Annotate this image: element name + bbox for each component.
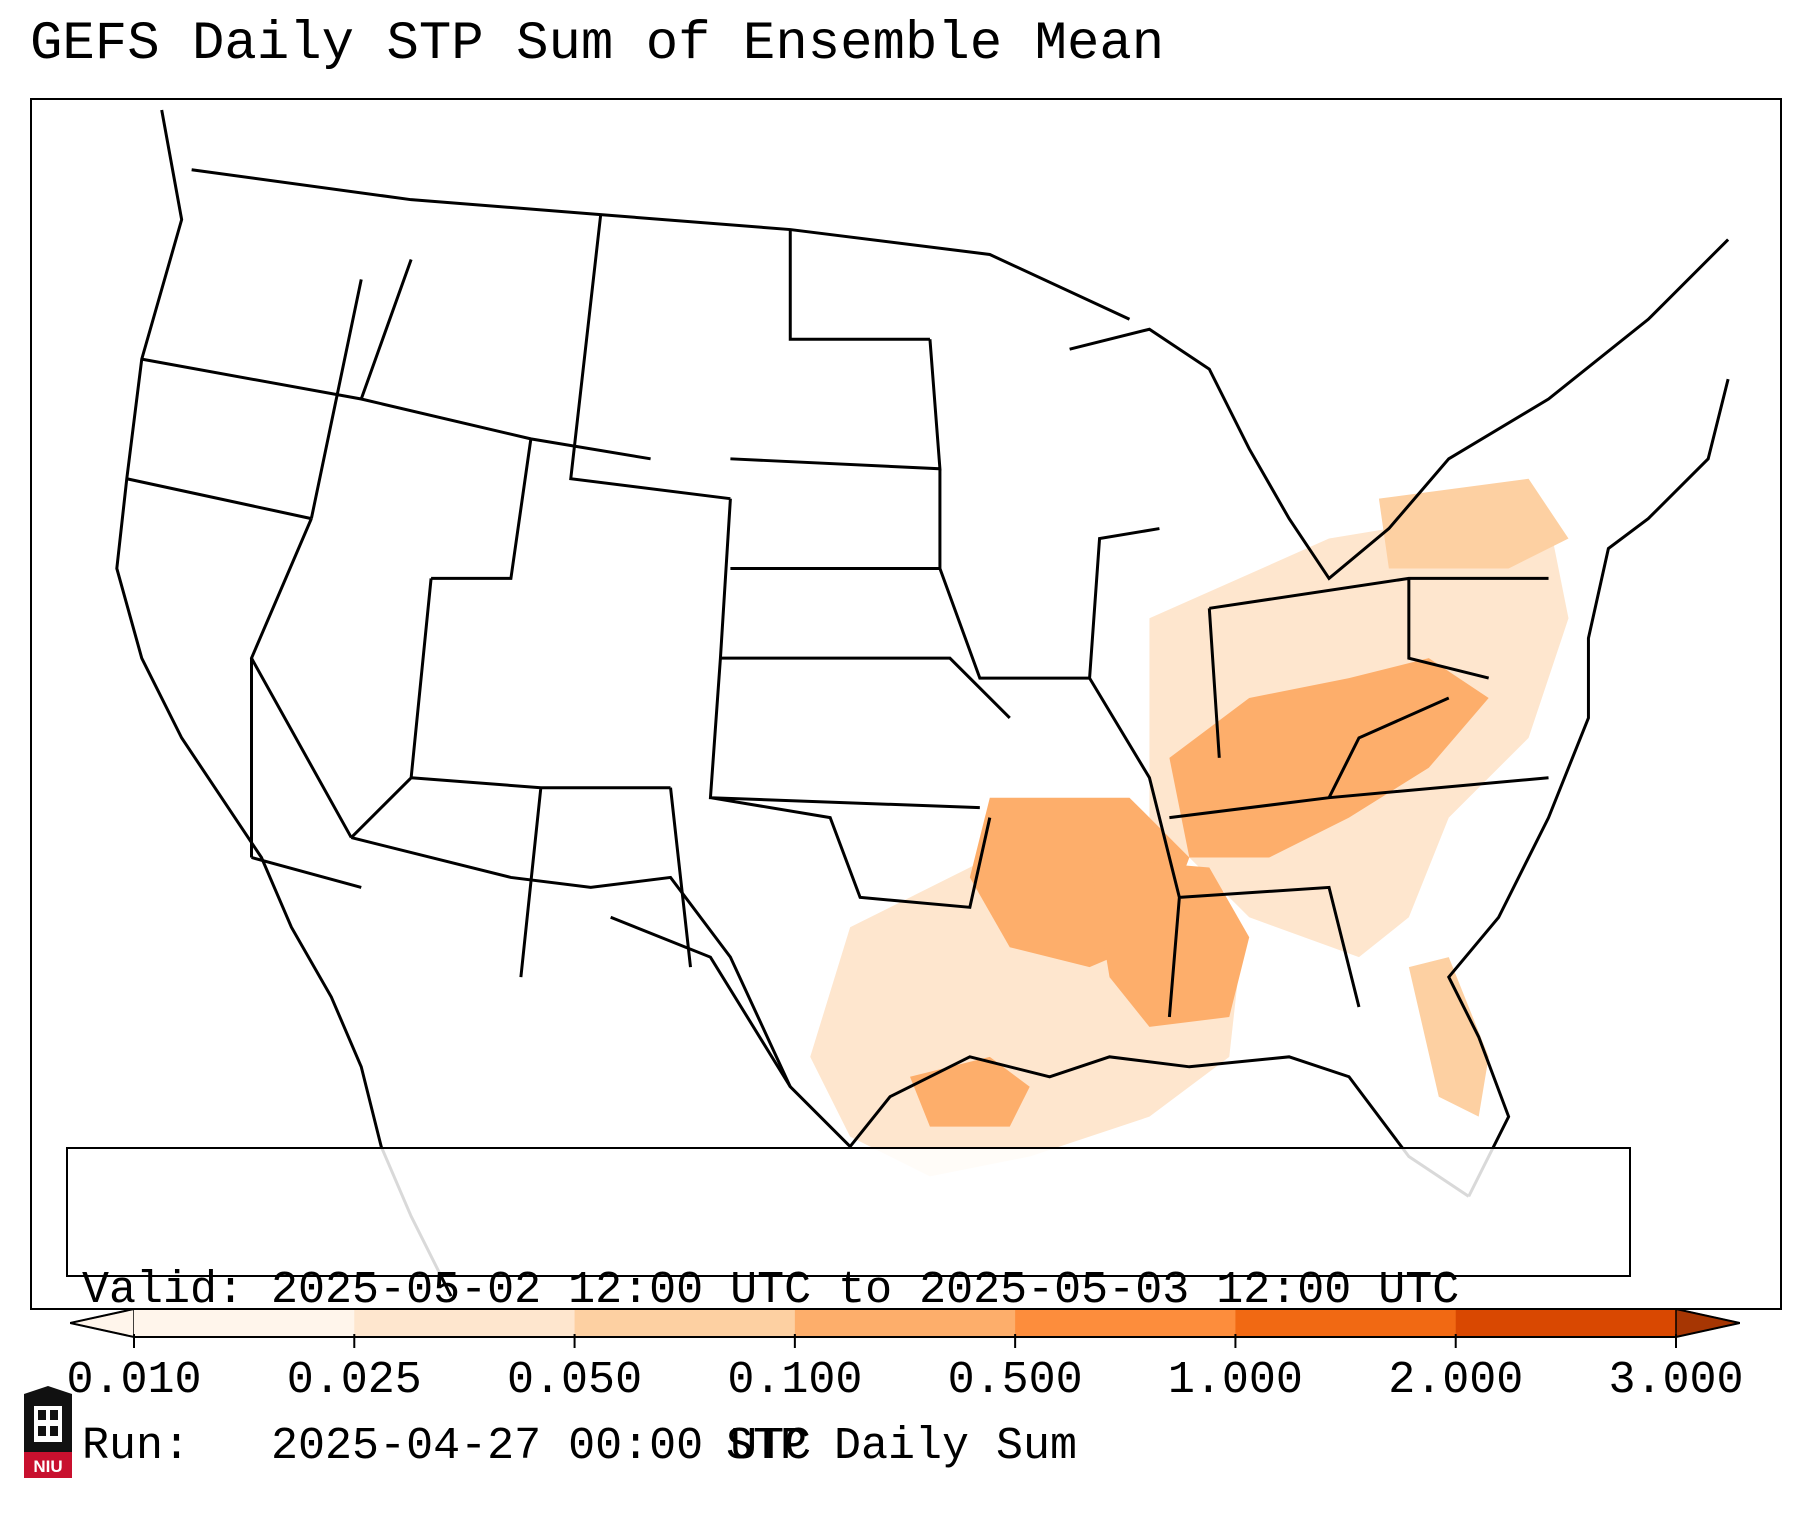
colorbar-tick-label: 1.000 xyxy=(1167,1355,1303,1406)
valid-value: 2025-05-02 12:00 UTC to 2025-05-03 12:00… xyxy=(271,1265,1460,1316)
colorbar-tick-label: 3.000 xyxy=(1608,1355,1744,1406)
logo-text: NIU xyxy=(33,1457,62,1476)
canada-border xyxy=(191,168,1131,321)
colorbar-tickmarks xyxy=(133,1334,1677,1348)
colorbar-tick-label: 0.010 xyxy=(66,1355,202,1406)
niu-logo: NIU xyxy=(24,1386,72,1478)
colorbar-tick-label: 0.025 xyxy=(286,1355,422,1406)
colorbar-tick-label: 0.050 xyxy=(507,1355,643,1406)
stp-shading xyxy=(810,478,1569,1177)
state-lines-west xyxy=(126,258,671,978)
valid-run-info-box: Valid: 2025-05-02 12:00 UTC to 2025-05-0… xyxy=(66,1147,1631,1472)
colorbar-segment xyxy=(354,1309,576,1337)
logo-banner xyxy=(24,1452,72,1478)
colorbar-segment xyxy=(574,1309,796,1337)
us-map xyxy=(115,109,1730,1297)
colorbar-segment xyxy=(134,1309,355,1337)
run-row: Run: 2025-04-27 00:00 UTC xyxy=(82,1421,1615,1473)
run-value: 2025-04-27 00:00 UTC xyxy=(271,1421,812,1472)
colorbar-segment xyxy=(1455,1309,1677,1337)
mexico-border xyxy=(350,836,792,1088)
stp-louisiana-gulf xyxy=(909,1056,1030,1127)
map-title: GEFS Daily STP Sum of Ensemble Mean xyxy=(30,14,1165,75)
great-lakes xyxy=(1069,238,1730,581)
colorbar xyxy=(70,1308,1740,1338)
boundaries xyxy=(115,109,1730,1297)
colorbar-tick-label: 2.000 xyxy=(1388,1355,1524,1406)
colorbar-segment xyxy=(794,1309,1016,1337)
atlantic-coast xyxy=(1446,378,1730,1198)
state-lines-east xyxy=(1088,527,1549,1018)
colorbar-tick-label: 0.500 xyxy=(947,1355,1083,1406)
colorbar-tick-label: 0.100 xyxy=(727,1355,863,1406)
colorbar-extend-high xyxy=(1675,1308,1740,1338)
stp-florida xyxy=(1408,957,1489,1117)
colorbar-segment xyxy=(1015,1309,1236,1337)
coastline-west xyxy=(115,109,453,1297)
valid-row: Valid: 2025-05-02 12:00 UTC to 2025-05-0… xyxy=(82,1265,1615,1317)
state-lines-plains xyxy=(569,214,1090,968)
colorbar-extend-low xyxy=(70,1308,135,1338)
stp-core-deep-south xyxy=(1089,857,1250,1027)
stp-pennsylvania xyxy=(1378,478,1569,569)
map-panel xyxy=(30,98,1782,1310)
run-label: Run: xyxy=(82,1421,191,1472)
valid-label: Valid: xyxy=(82,1265,245,1316)
colorbar-label: STP Daily Sum xyxy=(725,1421,1078,1472)
colorbar-segment xyxy=(1235,1309,1457,1337)
